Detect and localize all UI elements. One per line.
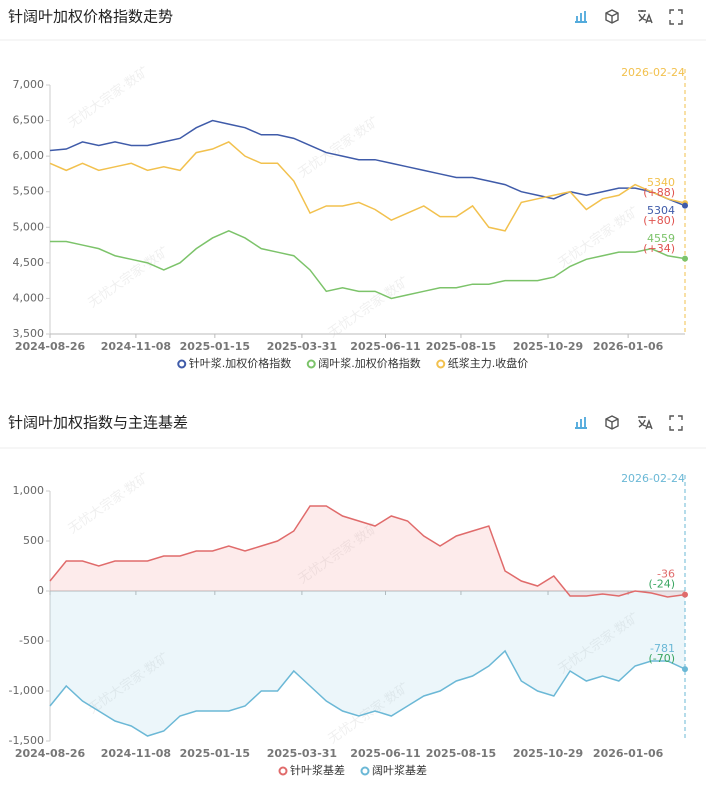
x-tick-label: 2025-06-11 [350, 747, 420, 760]
end-change-label: (+88) [643, 186, 675, 199]
x-tick-label: 2026-01-06 [593, 747, 664, 760]
area [50, 591, 685, 736]
end-point [682, 666, 688, 673]
y-tick-label: 0 [37, 584, 44, 597]
y-tick-label: 6,500 [13, 114, 45, 127]
end-change-label: (-24) [648, 578, 675, 591]
watermark: 无忧大宗家·数矿 [295, 113, 382, 181]
x-tick-label: 2024-08-26 [15, 340, 86, 353]
watermark: 无忧大宗家·数矿 [65, 63, 152, 131]
y-tick-label: 6,000 [13, 149, 45, 162]
legend-marker [278, 766, 288, 776]
legend-marker [306, 359, 316, 369]
bar-icon[interactable] [575, 11, 587, 23]
x-tick-label: 2025-01-15 [180, 340, 250, 353]
end-point [682, 591, 688, 598]
line [50, 230, 686, 300]
area [50, 506, 685, 597]
y-tick-label: 5,500 [13, 185, 45, 198]
end-value-label: 5304 [647, 204, 675, 217]
legend-label: 阔叶浆.加权价格指数 [318, 356, 421, 370]
end-change-label: (+34) [643, 242, 675, 255]
end-point [682, 202, 688, 209]
y-tick-label: 3,500 [13, 327, 45, 340]
x-tick-label: 2025-03-31 [267, 340, 337, 353]
watermark: 无忧大宗家·数矿 [325, 273, 412, 341]
x-tick-label: 2025-03-31 [267, 747, 337, 760]
watermark: 无忧大宗家·数矿 [65, 469, 152, 537]
legend-label: 纸浆主力.收盘价 [448, 356, 529, 370]
legend-marker [360, 766, 370, 776]
watermark: 无忧大宗家·数矿 [85, 243, 172, 311]
chart-title: 针阔叶加权指数与主连基差 [8, 414, 188, 432]
line [49, 649, 686, 737]
end-value-label: 4559 [647, 232, 675, 245]
x-tick-label: 2026-01-06 [593, 340, 664, 353]
x-tick-label: 2025-10-29 [513, 747, 583, 760]
line [49, 505, 686, 598]
toolbar[interactable] [575, 415, 683, 431]
legend-label: 阔叶浆基差 [372, 763, 427, 777]
x-tick-label: 2024-11-08 [101, 340, 171, 353]
chart-panel: 针阔叶加权指数与主连基差 无忧大宗家·数矿无忧大宗家·数矿无忧大宗家·数矿无忧大… [0, 414, 706, 777]
x-tick-label: 2025-08-15 [426, 747, 496, 760]
y-tick-label: 1,000 [13, 484, 45, 497]
y-tick-label: 7,000 [13, 78, 45, 91]
y-tick-label: 4,500 [13, 256, 45, 269]
y-tick-label: -500 [19, 634, 44, 647]
y-tick-label: 500 [23, 534, 44, 547]
legend-label: 针叶浆.加权价格指数 [189, 356, 292, 370]
legend: 针叶浆.加权价格指数 阔叶浆.加权价格指数 纸浆主力.收盘价 [177, 356, 529, 370]
translate-icon[interactable] [638, 10, 653, 24]
translate-icon[interactable] [638, 416, 653, 430]
end-value-label: -781 [650, 642, 675, 655]
watermark: 无忧大宗家·数矿 [555, 203, 642, 271]
y-tick-label: 5,000 [13, 220, 45, 233]
x-tick-label: 2024-11-08 [101, 747, 171, 760]
line [49, 119, 686, 207]
cursor-label: 2026-02-24 [621, 66, 685, 79]
x-tick-label: 2024-08-26 [15, 747, 86, 760]
legend-label: 针叶浆基差 [290, 763, 345, 777]
bar-icon[interactable] [575, 417, 587, 429]
cube-icon[interactable] [605, 415, 619, 430]
end-change-label: (+80) [643, 214, 675, 227]
legend-marker [177, 359, 187, 369]
chart-panel: 针阔叶加权价格指数走势 无忧大宗家·数矿无忧大宗家·数矿无忧大宗家·数矿无忧大宗… [0, 8, 706, 370]
legend-marker [436, 359, 446, 369]
chart-title: 针阔叶加权价格指数走势 [8, 8, 173, 26]
toolbar[interactable] [575, 9, 683, 25]
legend: 针叶浆基差 阔叶浆基差 [278, 763, 427, 777]
x-tick-label: 2025-08-15 [426, 340, 496, 353]
y-tick-label: -1,500 [9, 734, 44, 747]
fullscreen-icon[interactable] [669, 415, 683, 431]
end-change-label: (-70) [648, 652, 675, 665]
y-tick-label: -1,000 [9, 684, 44, 697]
x-tick-label: 2025-06-11 [350, 340, 420, 353]
fullscreen-icon[interactable] [669, 9, 683, 25]
x-tick-label: 2025-10-29 [513, 340, 583, 353]
cursor-label: 2026-02-24 [621, 472, 685, 485]
line [49, 141, 686, 232]
end-value-label: 5340 [647, 176, 675, 189]
end-point [682, 255, 688, 262]
y-tick-label: 4,000 [13, 291, 45, 304]
x-tick-label: 2025-01-15 [180, 747, 250, 760]
end-value-label: -36 [657, 568, 675, 581]
cube-icon[interactable] [605, 9, 619, 24]
